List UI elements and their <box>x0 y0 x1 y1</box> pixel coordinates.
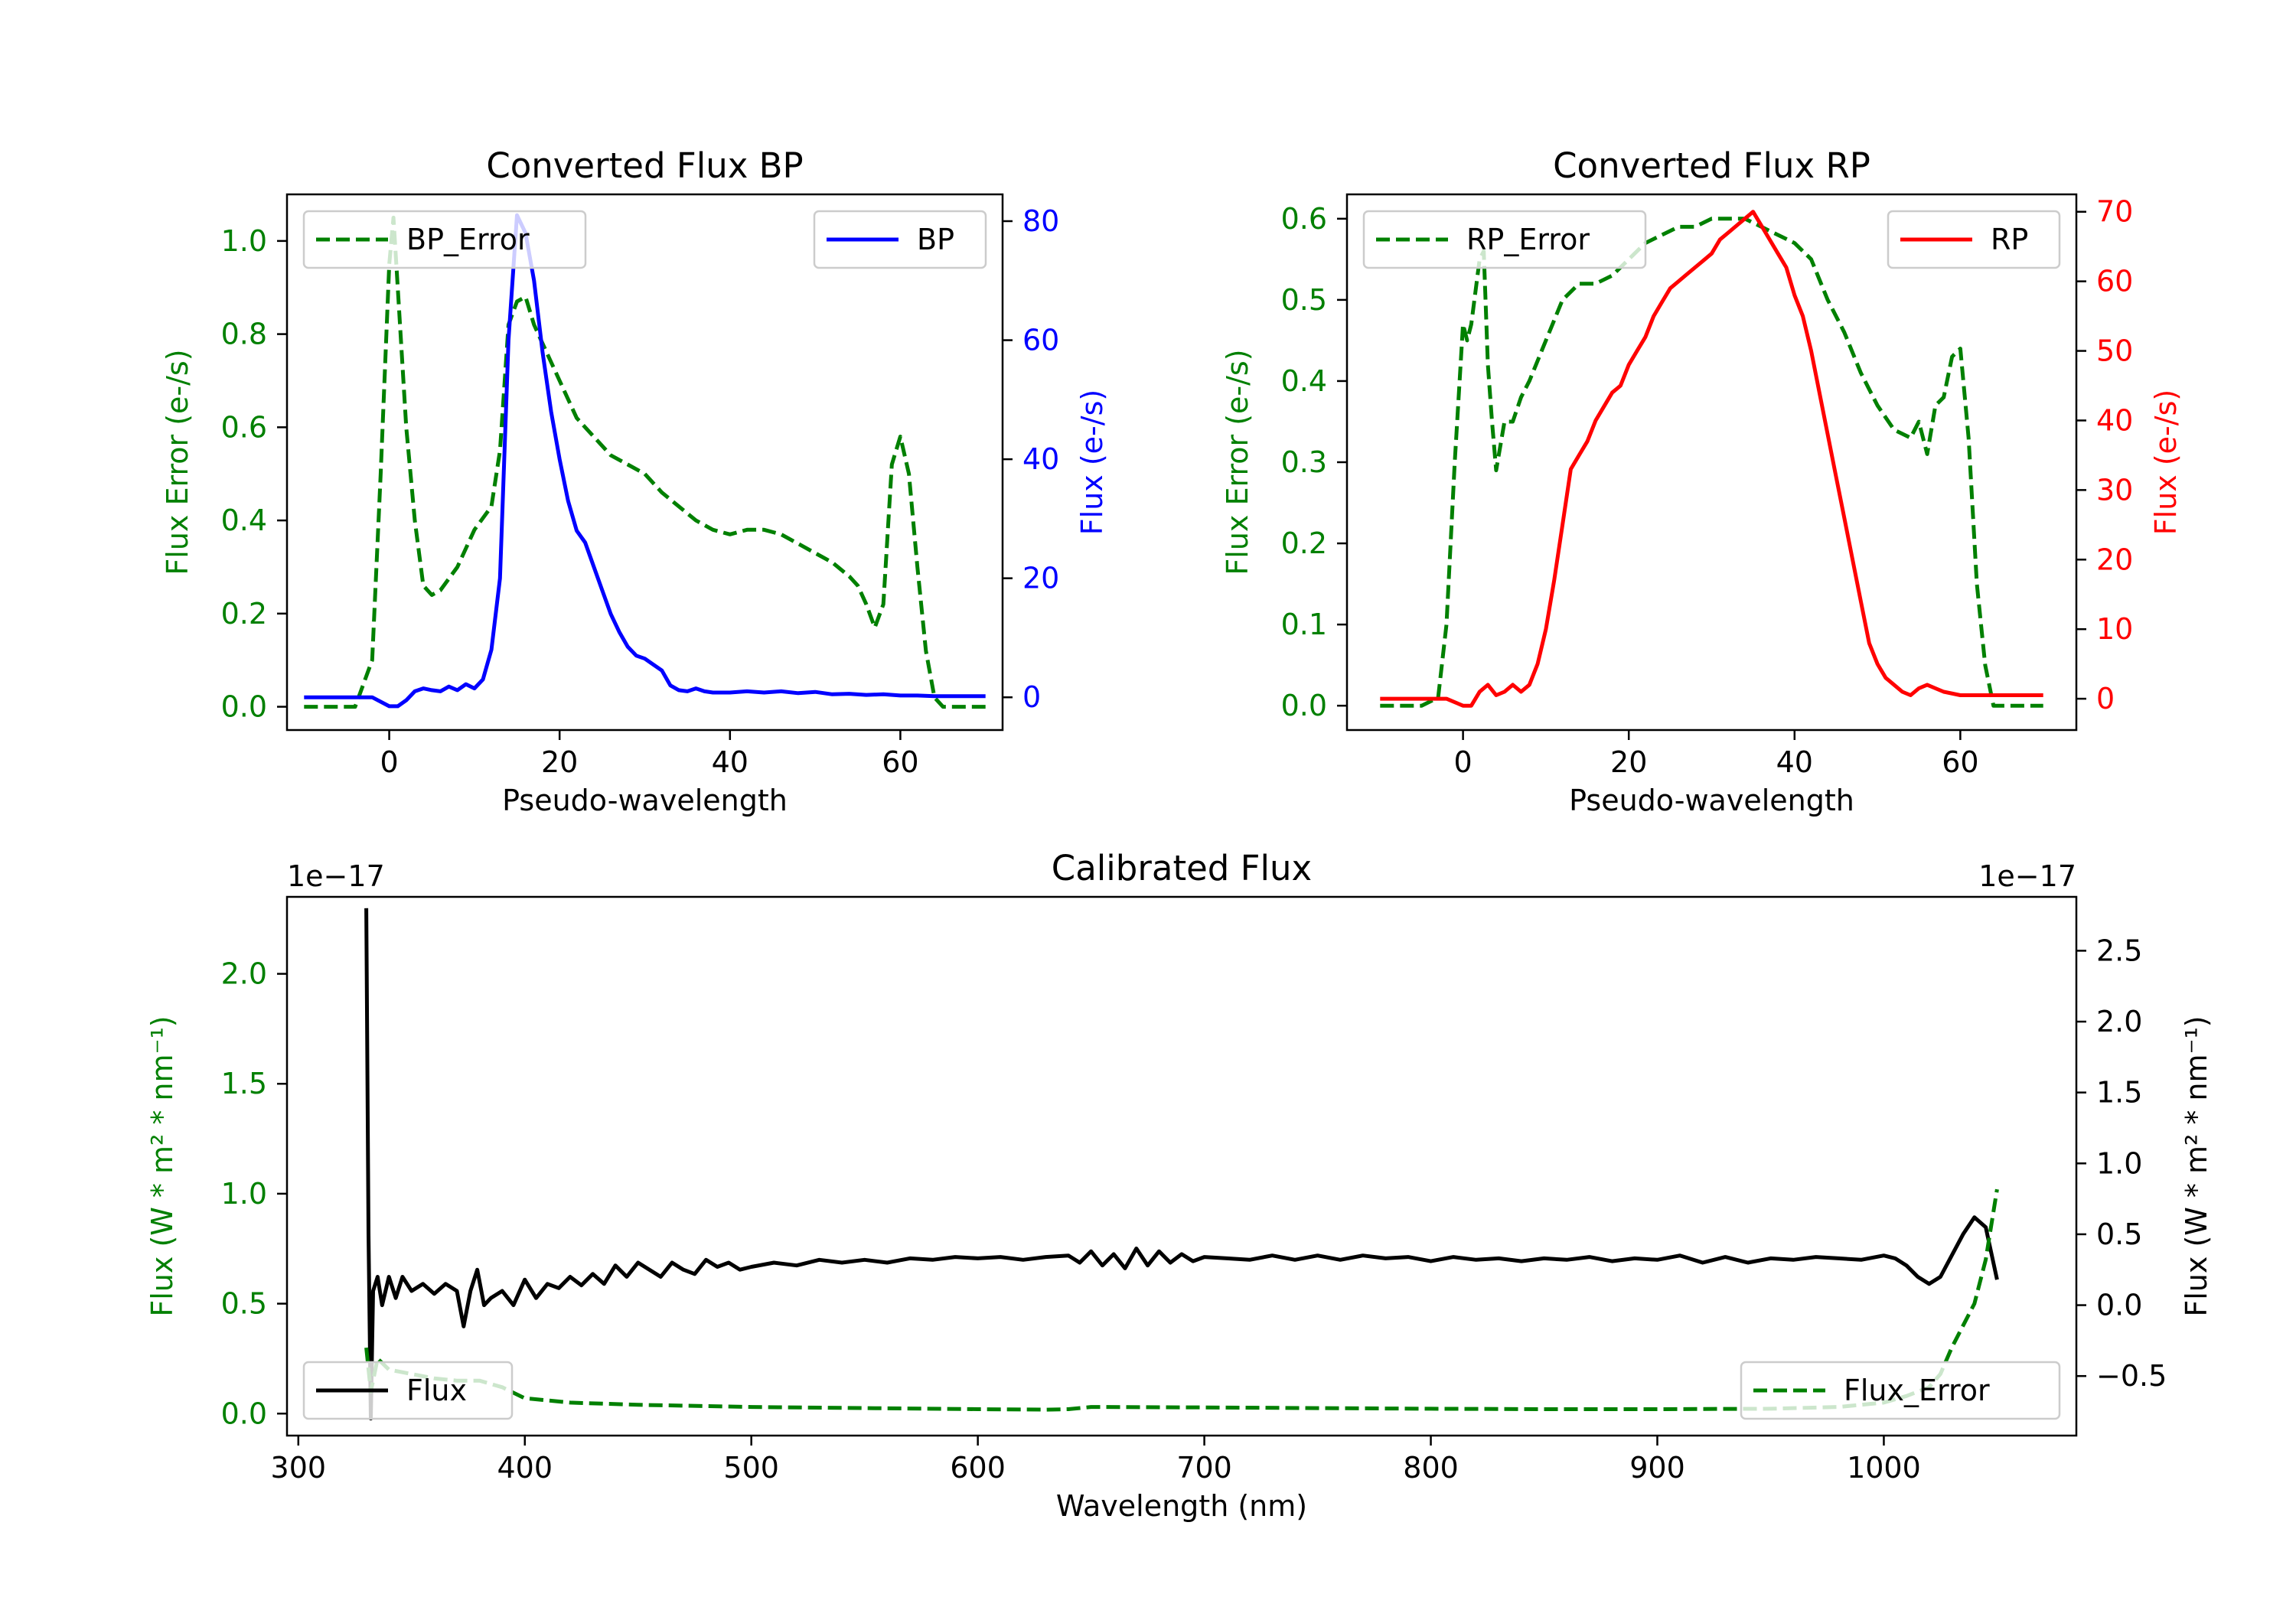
legend-box <box>1740 1361 2061 1420</box>
y-left-tick-label: 0.2 <box>1281 526 1327 560</box>
legend-label: RP_Error <box>1466 223 1590 256</box>
chart-title: Converted Flux BP <box>486 145 803 186</box>
offset-label-right: 1e−17 <box>1978 859 2076 893</box>
x-tick-label: 40 <box>712 745 748 779</box>
series-line-flux_error <box>364 1188 1999 1412</box>
legend-flux: Flux <box>302 1361 514 1420</box>
panel-bp: 0 20 40 60 0.0 0.2 0.4 0.6 0.8 1.0 0 20 40 60 80 Conver… <box>161 145 1109 817</box>
y-left-tick-label: 0.0 <box>1281 689 1327 722</box>
y-left-tick-label: 0.2 <box>221 597 267 631</box>
chart-title: Converted Flux RP <box>1553 145 1870 186</box>
y-right-tick-label: 10 <box>2096 612 2133 646</box>
panel-calibrated: 300 400 500 600 700 800 900 1000 0.0 0.5 1.0 1.5 2.0… <box>145 848 2213 1523</box>
y-right-tick-label: 20 <box>1022 562 1059 595</box>
y-left-tick-label: 0.6 <box>221 410 267 444</box>
y-left-tick-label: 0.0 <box>221 690 267 724</box>
legend-box <box>1887 210 2061 269</box>
legend-rp: RP <box>1887 210 2061 269</box>
legend-label: RP <box>1991 223 2028 256</box>
x-tick-label: 0 <box>380 745 398 779</box>
series-line-bp <box>304 213 986 709</box>
x-axis-label: Pseudo-wavelength <box>502 784 788 817</box>
y-right-tick-label: 80 <box>1022 204 1059 238</box>
x-tick-label: 900 <box>1629 1451 1685 1485</box>
y-right-tick-label: 40 <box>2096 403 2133 437</box>
x-tick-label: 0 <box>1454 745 1473 779</box>
x-tick-label: 600 <box>950 1451 1006 1485</box>
legend-flux_error: Flux_Error <box>1740 1361 2061 1420</box>
y-right-tick-label: −0.5 <box>2096 1359 2167 1393</box>
x-tick-label: 400 <box>497 1451 553 1485</box>
legend-label: BP <box>917 223 954 256</box>
y-right-tick-label: 30 <box>2096 473 2133 507</box>
x-tick-label: 40 <box>1776 745 1813 779</box>
y-left-tick-label: 0.5 <box>221 1287 267 1321</box>
x-tick-label: 20 <box>1610 745 1647 779</box>
y-right-tick-label: 40 <box>1022 442 1059 476</box>
y-right-axis-label: Flux (W * m² * nm⁻¹) <box>2180 1015 2213 1316</box>
y-right-tick-label: 0 <box>2096 682 2115 715</box>
x-tick-label: 60 <box>1942 745 1978 779</box>
legend-bp: BP <box>813 210 987 269</box>
legend-box <box>813 210 987 269</box>
series-line-rp <box>1380 210 2043 708</box>
y-right-tick-label: 0 <box>1022 680 1041 714</box>
x-axis-label: Wavelength (nm) <box>1056 1489 1307 1523</box>
y-right-tick-label: 0.5 <box>2096 1217 2142 1251</box>
y-left-axis-label: Flux (W * m² * nm⁻¹) <box>145 1015 179 1316</box>
y-left-axis-label: Flux Error (e-/s) <box>1221 349 1254 575</box>
y-right-tick-label: 70 <box>2096 195 2133 229</box>
series-line-bp_error <box>304 215 986 709</box>
series-line-flux <box>364 908 1999 1421</box>
y-left-tick-label: 2.0 <box>221 957 267 991</box>
y-left-tick-label: 0.6 <box>1281 202 1327 236</box>
y-left-tick-label: 0.5 <box>1281 283 1327 317</box>
y-left-tick-label: 0.1 <box>1281 608 1327 641</box>
x-tick-label: 60 <box>882 745 918 779</box>
legend-label: Flux_Error <box>1844 1374 1990 1407</box>
y-left-tick-label: 0.0 <box>221 1397 267 1430</box>
legend-box <box>302 1361 514 1420</box>
y-left-tick-label: 0.3 <box>1281 445 1327 479</box>
series-line-rp_error <box>1380 217 2043 708</box>
y-left-tick-label: 0.8 <box>221 318 267 351</box>
plot-frame <box>285 193 1004 732</box>
legend-box <box>302 210 587 269</box>
y-right-axis-label: Flux (e-/s) <box>2149 390 2183 535</box>
y-right-tick-label: 20 <box>2096 543 2133 576</box>
y-left-tick-label: 1.0 <box>221 1177 267 1211</box>
y-right-axis-label: Flux (e-/s) <box>1075 390 1109 535</box>
x-tick-label: 20 <box>541 745 578 779</box>
chart-title: Calibrated Flux <box>1052 848 1312 888</box>
panel-rp: 0 20 40 60 0.0 0.1 0.2 0.3 0.4 0.5 0.6 0 10 20 30 40 50 6… <box>1221 145 2183 817</box>
y-right-tick-label: 50 <box>2096 334 2133 368</box>
y-right-tick-label: 1.0 <box>2096 1146 2142 1180</box>
y-left-tick-label: 1.5 <box>221 1067 267 1100</box>
y-right-tick-label: 60 <box>2096 265 2133 298</box>
plot-frame <box>285 895 2078 1437</box>
y-left-tick-label: 0.4 <box>1281 364 1327 398</box>
y-left-axis-label: Flux Error (e-/s) <box>161 349 194 575</box>
y-right-tick-label: 0.0 <box>2096 1289 2142 1322</box>
y-right-tick-label: 2.5 <box>2096 934 2142 967</box>
legend-box <box>1362 210 1647 269</box>
legend-label: Flux <box>406 1374 467 1407</box>
legend-label: BP_Error <box>406 223 530 256</box>
x-tick-label: 500 <box>723 1451 779 1485</box>
y-right-tick-label: 60 <box>1022 324 1059 357</box>
x-tick-label: 700 <box>1176 1451 1232 1485</box>
y-right-tick-label: 2.0 <box>2096 1005 2142 1038</box>
offset-label-left: 1e−17 <box>287 859 385 893</box>
y-right-tick-label: 1.5 <box>2096 1076 2142 1110</box>
x-tick-label: 800 <box>1403 1451 1459 1485</box>
legend-rp_error: RP_Error <box>1362 210 1647 269</box>
legend-bp_error: BP_Error <box>302 210 587 269</box>
x-tick-label: 1000 <box>1847 1451 1921 1485</box>
x-tick-label: 300 <box>271 1451 327 1485</box>
x-axis-label: Pseudo-wavelength <box>1569 784 1854 817</box>
y-left-tick-label: 0.4 <box>221 504 267 537</box>
y-left-tick-label: 1.0 <box>221 224 267 258</box>
